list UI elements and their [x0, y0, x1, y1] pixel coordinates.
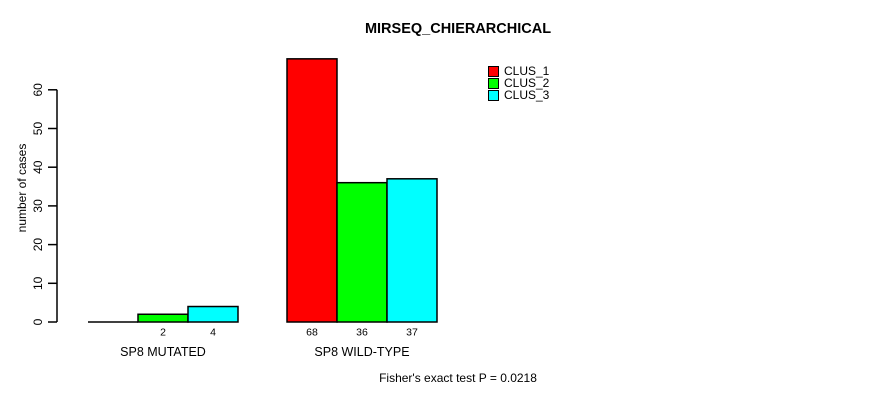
legend-label-clus-1: CLUS_1 — [504, 64, 550, 78]
x-category-label-2: SP8 WILD-TYPE — [314, 345, 409, 359]
bar-clus-3-group2 — [386, 178, 438, 323]
bar-value-label-clus-3-group1: 4 — [210, 327, 216, 339]
legend-swatch-clus-3 — [488, 89, 499, 101]
y-tick-label-40: 40 — [31, 160, 45, 174]
bar-clus-2-group1 — [137, 313, 189, 323]
bar-value-label-clus-1-group2: 68 — [306, 327, 318, 339]
annotation-text: Fisher's exact test P = 0.0218 — [379, 371, 537, 385]
y-tick-label-60: 60 — [31, 83, 45, 97]
legend: CLUS_1 CLUS_2 CLUS_3 — [488, 65, 549, 101]
bar-value-label-clus-2-group2: 36 — [356, 327, 368, 339]
bar-clus-3-group1 — [187, 305, 239, 323]
y-tick-label-50: 50 — [31, 122, 45, 136]
legend-item-clus-1: CLUS_1 — [488, 65, 549, 77]
y-tick-label-10: 10 — [31, 276, 45, 290]
bar-clus-1-group2 — [286, 58, 338, 323]
legend-item-clus-2: CLUS_2 — [488, 77, 549, 89]
y-tick-label-20: 20 — [31, 238, 45, 252]
bar-value-label-clus-3-group2: 37 — [406, 327, 418, 339]
bar-value-label-clus-2-group1: 2 — [160, 327, 166, 339]
chart-title: MIRSEQ_CHIERARCHICAL — [364, 21, 552, 37]
x-category-label-1: SP8 MUTATED — [120, 345, 206, 359]
legend-swatch-clus-2 — [488, 77, 499, 89]
legend-item-clus-3: CLUS_3 — [488, 89, 549, 101]
y-axis-label: number of cases — [15, 143, 29, 233]
legend-label-clus-3: CLUS_3 — [504, 88, 550, 102]
y-tick-label-0: 0 — [31, 318, 45, 325]
bar-clus-2-group2 — [336, 181, 388, 323]
y-tick-label-30: 30 — [31, 199, 45, 213]
legend-swatch-clus-1 — [488, 65, 499, 77]
legend-label-clus-2: CLUS_2 — [504, 76, 550, 90]
